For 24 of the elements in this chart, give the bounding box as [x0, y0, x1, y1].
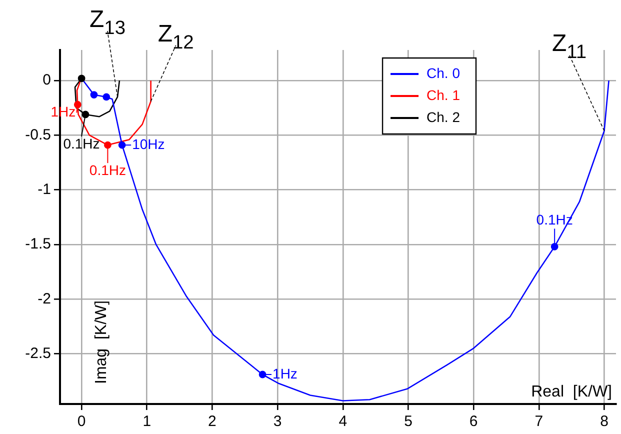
x-tick-label: 8	[600, 413, 608, 430]
x-tick-label: 7	[534, 413, 544, 430]
y-tick-label: -1.5	[25, 236, 51, 253]
x-tick-label: 1	[142, 413, 152, 430]
y-tick-label: -2.5	[25, 344, 51, 362]
legend-label: Ch. 2	[426, 108, 460, 125]
annotation: 10Hz	[132, 136, 165, 152]
x-tick-label: 3	[273, 413, 282, 430]
y-tick-label: -0.5	[25, 126, 51, 144]
x-tick-label: 5	[404, 413, 412, 430]
annotation: 0.1Hz	[63, 135, 100, 152]
legend-label: Ch. 1	[426, 86, 460, 103]
y-tick-label: -2	[38, 290, 51, 308]
x-axis-title: Real [K/W]	[531, 383, 612, 400]
y-tick-label: -1	[38, 180, 51, 198]
x-tick-label: 6	[469, 413, 478, 430]
x-tick-label: 4	[338, 413, 348, 430]
y-tick-label: 0	[42, 72, 51, 89]
x-tick-label: 2	[208, 413, 216, 430]
annotation: 1Hz	[272, 365, 298, 382]
annotation: 0.1Hz	[89, 162, 126, 178]
y-axis-title: Imag [K/W]	[92, 300, 110, 384]
x-tick-label: 0	[77, 413, 86, 430]
legend-label: Ch. 0	[426, 64, 460, 81]
